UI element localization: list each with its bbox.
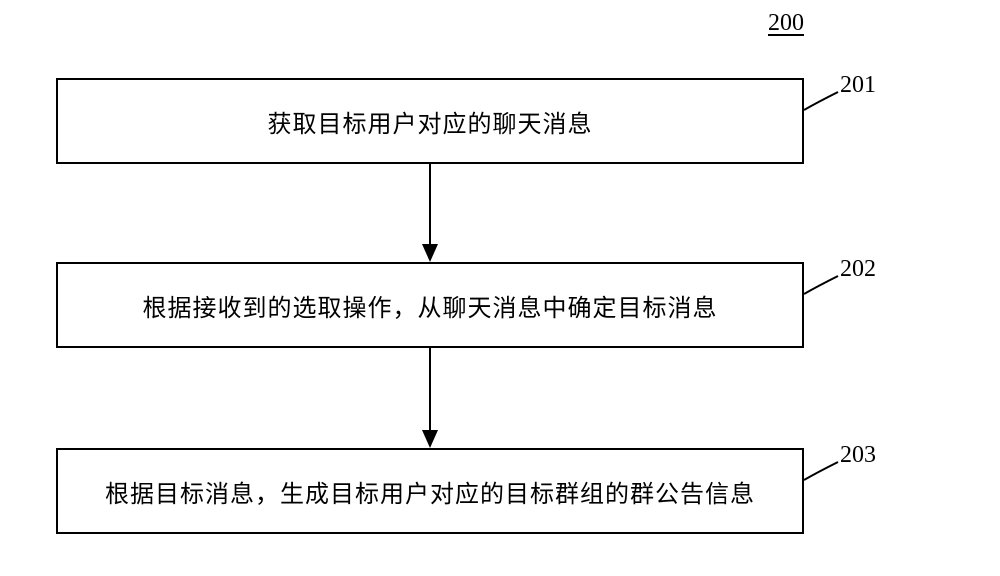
- step-text-3: 根据目标消息，生成目标用户对应的目标群组的群公告信息: [105, 474, 755, 509]
- connector-2: [804, 272, 844, 302]
- step-label-1: 201: [840, 72, 876, 99]
- connector-1: [804, 88, 844, 118]
- step-label-3: 203: [840, 442, 876, 469]
- arrow-1: [418, 164, 442, 262]
- step-box-3: 根据目标消息，生成目标用户对应的目标群组的群公告信息: [56, 448, 804, 534]
- step-text-1: 获取目标用户对应的聊天消息: [268, 104, 593, 139]
- step-text-2: 根据接收到的选取操作，从聊天消息中确定目标消息: [143, 288, 718, 323]
- arrow-2: [418, 348, 442, 448]
- step-box-1: 获取目标用户对应的聊天消息: [56, 78, 804, 164]
- step-box-2: 根据接收到的选取操作，从聊天消息中确定目标消息: [56, 262, 804, 348]
- step-label-2: 202: [840, 256, 876, 283]
- figure-label: 200: [768, 10, 804, 37]
- connector-3: [804, 458, 844, 488]
